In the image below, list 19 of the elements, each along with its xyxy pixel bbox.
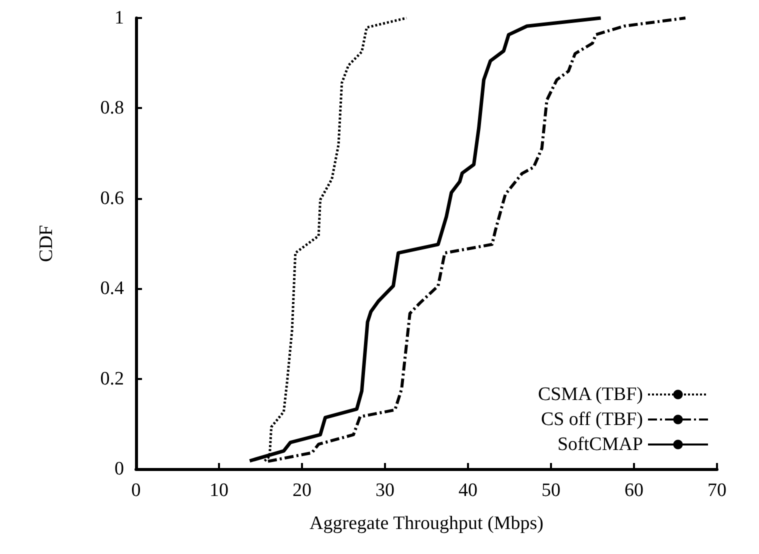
- y-tick-label: 1: [114, 8, 124, 28]
- x-tick-label: 10: [210, 480, 228, 501]
- y-tick-label: 0.2: [100, 368, 124, 390]
- x-tick-label: 70: [708, 480, 726, 501]
- y-tick-label: 0.6: [100, 188, 124, 209]
- x-tick-label: 30: [376, 480, 394, 501]
- y-tick-label: 0.4: [100, 278, 124, 300]
- x-axis-title: Aggregate Throughput (Mbps): [310, 513, 544, 534]
- x-tick-label: 60: [624, 480, 644, 501]
- legend-label: SoftCMAP: [557, 434, 643, 455]
- y-axis-title: CDF: [36, 225, 57, 262]
- x-tick-label: 20: [292, 480, 312, 501]
- legend-label: CS off (TBF): [540, 409, 643, 430]
- legend-label: CSMA (TBF): [538, 384, 643, 405]
- y-tick-label: 0.8: [100, 98, 124, 119]
- x-tick-label: 0: [131, 480, 141, 501]
- y-tick-label: 0: [114, 458, 124, 480]
- x-tick-label: 40: [458, 480, 478, 501]
- x-tick-label: 50: [542, 480, 560, 501]
